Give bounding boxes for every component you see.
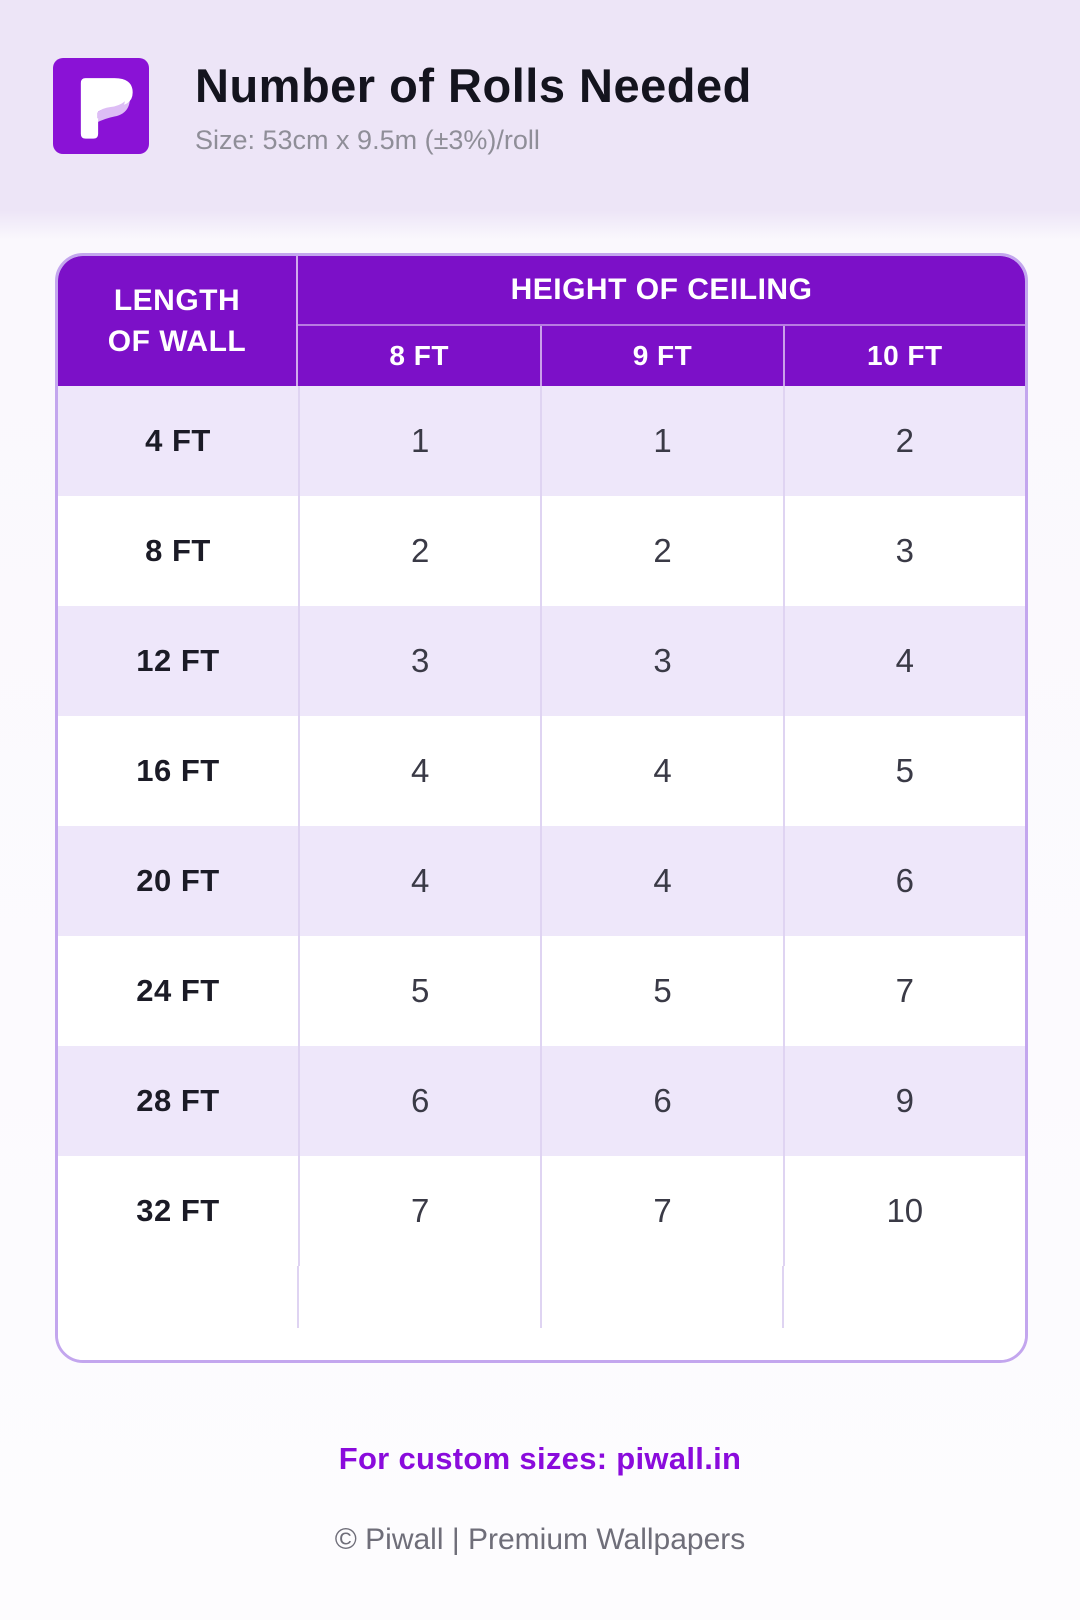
cell-value: 4 xyxy=(298,716,540,826)
cell-value: 2 xyxy=(782,386,1025,496)
table-row: 12 FT 3 3 4 xyxy=(58,606,1025,716)
custom-sizes-note: For custom sizes: piwall.in xyxy=(338,1441,742,1476)
cell-value: 4 xyxy=(298,826,540,936)
piwall-logo xyxy=(53,58,149,154)
row-label: 32 FT xyxy=(136,1193,220,1228)
cell-value: 3 xyxy=(298,606,540,716)
cell-value: 2 xyxy=(540,496,782,606)
row-label: 24 FT xyxy=(136,973,220,1008)
cell-value: 9 xyxy=(782,1046,1025,1156)
page-title: Number of Rolls Needed xyxy=(195,59,752,112)
row-label: 28 FT xyxy=(136,1083,220,1118)
column-header-9ft: 9 FT xyxy=(540,326,782,386)
column-divider xyxy=(539,1266,542,1328)
cell-value: 1 xyxy=(298,386,540,496)
row-label: 8 FT xyxy=(145,533,211,568)
cell-value: 4 xyxy=(782,606,1025,716)
column-headers: 8 FT 9 FT 10 FT xyxy=(298,326,1025,386)
row-dimension-header: LENGTH OF WALL xyxy=(58,256,298,386)
table-bottom-padding xyxy=(58,1266,1025,1360)
table-row: 32 FT 7 7 10 xyxy=(58,1156,1025,1266)
table-row: 24 FT 5 5 7 xyxy=(58,936,1025,1046)
page-header: Number of Rolls Needed Size: 53cm x 9.5m… xyxy=(53,58,752,156)
table-header: LENGTH OF WALL HEIGHT OF CEILING 8 FT 9 … xyxy=(58,256,1025,386)
column-header-8ft: 8 FT xyxy=(389,340,449,371)
table-row: 20 FT 4 4 6 xyxy=(58,826,1025,936)
table-row: 8 FT 2 2 3 xyxy=(58,496,1025,606)
cell-value: 10 xyxy=(782,1156,1025,1266)
cell-value: 3 xyxy=(782,496,1025,606)
cell-value: 7 xyxy=(782,936,1025,1046)
header-text: Number of Rolls Needed Size: 53cm x 9.5m… xyxy=(195,58,752,156)
row-dimension-line2: OF WALL xyxy=(107,325,247,358)
column-dimension-header: HEIGHT OF CEILING 8 FT 9 FT 10 FT xyxy=(298,256,1025,386)
row-label: 20 FT xyxy=(136,863,220,898)
cell-value: 1 xyxy=(540,386,782,496)
column-divider xyxy=(782,1266,785,1328)
row-label: 16 FT xyxy=(136,753,220,788)
column-group-label: HEIGHT OF CEILING xyxy=(298,256,1025,326)
cell-value: 6 xyxy=(298,1046,540,1156)
column-header-10ft: 10 FT xyxy=(782,326,1025,386)
table-row: 16 FT 4 4 5 xyxy=(58,716,1025,826)
page-subtitle: Size: 53cm x 9.5m (±3%)/roll xyxy=(195,125,540,155)
table-row: 28 FT 6 6 9 xyxy=(58,1046,1025,1156)
row-dimension-line1: LENGTH xyxy=(113,283,241,317)
copyright-text: © Piwall | Premium Wallpapers xyxy=(334,1523,746,1556)
table-row: 4 FT 1 1 2 xyxy=(58,386,1025,496)
cell-value: 5 xyxy=(298,936,540,1046)
cell-value: 7 xyxy=(298,1156,540,1266)
piwall-p-logo-icon xyxy=(80,78,133,139)
cell-value: 5 xyxy=(540,936,782,1046)
row-label: 4 FT xyxy=(145,423,211,458)
column-divider xyxy=(297,1266,299,1328)
cell-value: 4 xyxy=(540,716,782,826)
cell-value: 2 xyxy=(298,496,540,606)
cell-value: 6 xyxy=(540,1046,782,1156)
cell-value: 6 xyxy=(782,826,1025,936)
rolls-table: LENGTH OF WALL HEIGHT OF CEILING 8 FT 9 … xyxy=(55,253,1028,1363)
cell-value: 5 xyxy=(782,716,1025,826)
cell-value: 3 xyxy=(540,606,782,716)
row-label: 12 FT xyxy=(136,643,220,678)
cell-value: 4 xyxy=(540,826,782,936)
table-body: 4 FT 1 1 2 8 FT 2 2 3 12 FT 3 3 4 16 FT 4 4 5 20 FT 4 4 6 24… xyxy=(58,386,1025,1266)
cell-value: 7 xyxy=(540,1156,782,1266)
